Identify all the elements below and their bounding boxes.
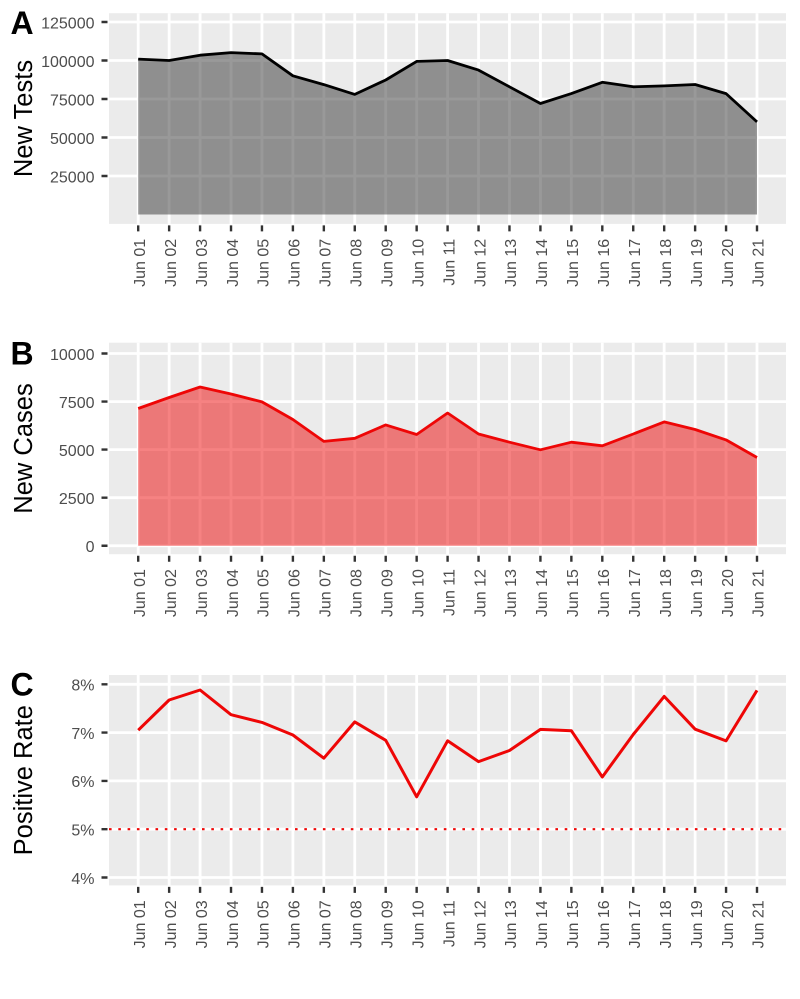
svg-text:B: B [10, 335, 33, 371]
svg-text:Jun 07: Jun 07 [318, 569, 335, 617]
svg-text:A: A [10, 5, 33, 41]
svg-text:Jun 13: Jun 13 [503, 569, 520, 617]
svg-text:Jun 21: Jun 21 [751, 239, 768, 287]
svg-text:50000: 50000 [50, 131, 95, 148]
svg-text:Jun 21: Jun 21 [751, 900, 768, 948]
svg-text:6%: 6% [71, 774, 94, 791]
svg-text:Jun 10: Jun 10 [410, 569, 427, 617]
svg-text:Jun 02: Jun 02 [163, 239, 180, 287]
svg-text:Jun 17: Jun 17 [627, 569, 644, 617]
svg-text:Jun 03: Jun 03 [194, 239, 211, 287]
svg-text:100000: 100000 [41, 54, 94, 71]
svg-text:Jun 12: Jun 12 [472, 239, 489, 287]
svg-text:Jun 14: Jun 14 [534, 239, 551, 287]
svg-text:Jun 18: Jun 18 [658, 239, 675, 287]
svg-text:Jun 14: Jun 14 [534, 569, 551, 617]
svg-text:Jun 01: Jun 01 [132, 569, 149, 617]
svg-text:Jun 20: Jun 20 [720, 569, 737, 617]
svg-text:Jun 01: Jun 01 [132, 900, 149, 948]
svg-text:Jun 08: Jun 08 [349, 569, 366, 617]
svg-text:Jun 17: Jun 17 [627, 900, 644, 948]
svg-text:2500: 2500 [59, 491, 95, 508]
svg-text:Jun 14: Jun 14 [534, 900, 551, 948]
svg-text:Jun 17: Jun 17 [627, 239, 644, 287]
svg-text:New Tests: New Tests [10, 60, 38, 177]
svg-text:Jun 20: Jun 20 [720, 239, 737, 287]
svg-text:25000: 25000 [50, 169, 95, 186]
svg-text:Jun 04: Jun 04 [225, 900, 242, 948]
svg-text:Jun 16: Jun 16 [596, 569, 613, 617]
svg-text:Jun 16: Jun 16 [596, 900, 613, 948]
svg-text:Jun 16: Jun 16 [596, 239, 613, 287]
svg-text:Jun 06: Jun 06 [287, 900, 304, 948]
svg-text:Jun 08: Jun 08 [349, 900, 366, 948]
svg-text:Jun 15: Jun 15 [565, 900, 582, 948]
svg-text:Jun 12: Jun 12 [472, 569, 489, 617]
svg-text:Jun 20: Jun 20 [720, 900, 737, 948]
svg-text:Jun 11: Jun 11 [441, 900, 458, 947]
svg-text:Positive Rate: Positive Rate [10, 705, 38, 855]
svg-text:Jun 03: Jun 03 [194, 900, 211, 948]
svg-text:Jun 05: Jun 05 [256, 569, 273, 617]
svg-text:Jun 10: Jun 10 [410, 239, 427, 287]
svg-text:0: 0 [86, 539, 95, 556]
svg-text:Jun 07: Jun 07 [318, 239, 335, 287]
svg-text:Jun 15: Jun 15 [565, 239, 582, 287]
svg-text:Jun 15: Jun 15 [565, 569, 582, 617]
svg-text:Jun 04: Jun 04 [225, 239, 242, 287]
svg-text:Jun 05: Jun 05 [256, 239, 273, 287]
svg-text:75000: 75000 [50, 92, 95, 109]
svg-text:Jun 11: Jun 11 [441, 239, 458, 286]
svg-text:Jun 11: Jun 11 [441, 569, 458, 616]
svg-text:Jun 05: Jun 05 [256, 900, 273, 948]
svg-text:New Cases: New Cases [10, 383, 38, 513]
svg-text:Jun 06: Jun 06 [287, 569, 304, 617]
svg-text:7500: 7500 [59, 395, 95, 412]
svg-text:Jun 04: Jun 04 [225, 569, 242, 617]
svg-text:5000: 5000 [59, 443, 95, 460]
svg-text:5%: 5% [71, 823, 94, 840]
svg-text:Jun 18: Jun 18 [658, 900, 675, 948]
svg-text:C: C [10, 666, 33, 702]
svg-text:Jun 10: Jun 10 [410, 900, 427, 948]
svg-text:Jun 13: Jun 13 [503, 900, 520, 948]
svg-text:7%: 7% [71, 726, 94, 743]
svg-text:Jun 07: Jun 07 [318, 900, 335, 948]
svg-text:Jun 12: Jun 12 [472, 900, 489, 948]
svg-text:Jun 21: Jun 21 [751, 569, 768, 617]
svg-text:Jun 03: Jun 03 [194, 569, 211, 617]
svg-text:Jun 09: Jun 09 [379, 900, 396, 948]
svg-text:Jun 08: Jun 08 [349, 239, 366, 287]
svg-text:10000: 10000 [50, 347, 95, 364]
svg-text:Jun 02: Jun 02 [163, 569, 180, 617]
svg-text:Jun 06: Jun 06 [287, 239, 304, 287]
svg-text:Jun 09: Jun 09 [379, 569, 396, 617]
svg-text:Jun 19: Jun 19 [689, 239, 706, 287]
svg-text:8%: 8% [71, 678, 94, 695]
svg-text:4%: 4% [71, 871, 94, 888]
svg-text:Jun 13: Jun 13 [503, 239, 520, 287]
svg-text:Jun 09: Jun 09 [379, 239, 396, 287]
svg-text:Jun 18: Jun 18 [658, 569, 675, 617]
svg-text:Jun 01: Jun 01 [132, 239, 149, 287]
svg-text:Jun 02: Jun 02 [163, 900, 180, 948]
svg-text:125000: 125000 [41, 15, 94, 32]
svg-text:Jun 19: Jun 19 [689, 569, 706, 617]
svg-text:Jun 19: Jun 19 [689, 900, 706, 948]
